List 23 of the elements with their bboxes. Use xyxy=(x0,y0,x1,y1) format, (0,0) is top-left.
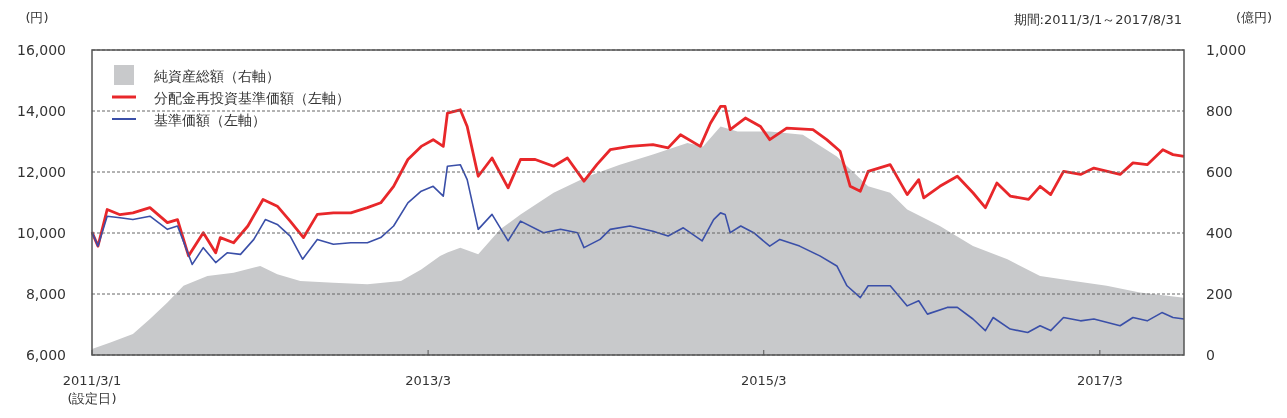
y2-tick-label: 1,000 xyxy=(1206,42,1247,58)
x-tick-label: 2015/3 xyxy=(740,373,787,388)
y2-tick-label: 0 xyxy=(1206,347,1215,363)
y2-axis-title: (億円) xyxy=(1235,10,1273,25)
y-tick-label: 16,000 xyxy=(17,42,66,58)
x-tick-label: 2013/3 xyxy=(405,373,451,388)
y-tick-label: 10,000 xyxy=(17,225,66,241)
y2-tick-label: 600 xyxy=(1206,164,1233,180)
legend-label: 純資産総額（右軸） xyxy=(154,68,280,84)
y-tick-label: 12,000 xyxy=(17,164,66,180)
legend-label: 基準価額（左軸） xyxy=(154,112,266,128)
x-tick-label: 2017/3 xyxy=(1076,373,1123,388)
legend-label: 分配金再投資基準価額（左軸） xyxy=(154,90,350,106)
y-tick-label: 6,000 xyxy=(25,347,66,363)
y-axis-title: (円) xyxy=(25,10,49,25)
y-tick-label: 8,000 xyxy=(25,286,66,302)
y-tick-label: 14,000 xyxy=(17,103,66,119)
x-tick-label: 2011/3/1 xyxy=(62,373,122,388)
text: (設定日) xyxy=(67,391,117,406)
y2-tick-label: 200 xyxy=(1206,286,1233,302)
y2-tick-label: 800 xyxy=(1206,103,1233,119)
chart-subtitle: 期間:2011/3/1～2017/8/31 xyxy=(1013,12,1182,27)
y2-tick-label: 400 xyxy=(1206,225,1233,241)
